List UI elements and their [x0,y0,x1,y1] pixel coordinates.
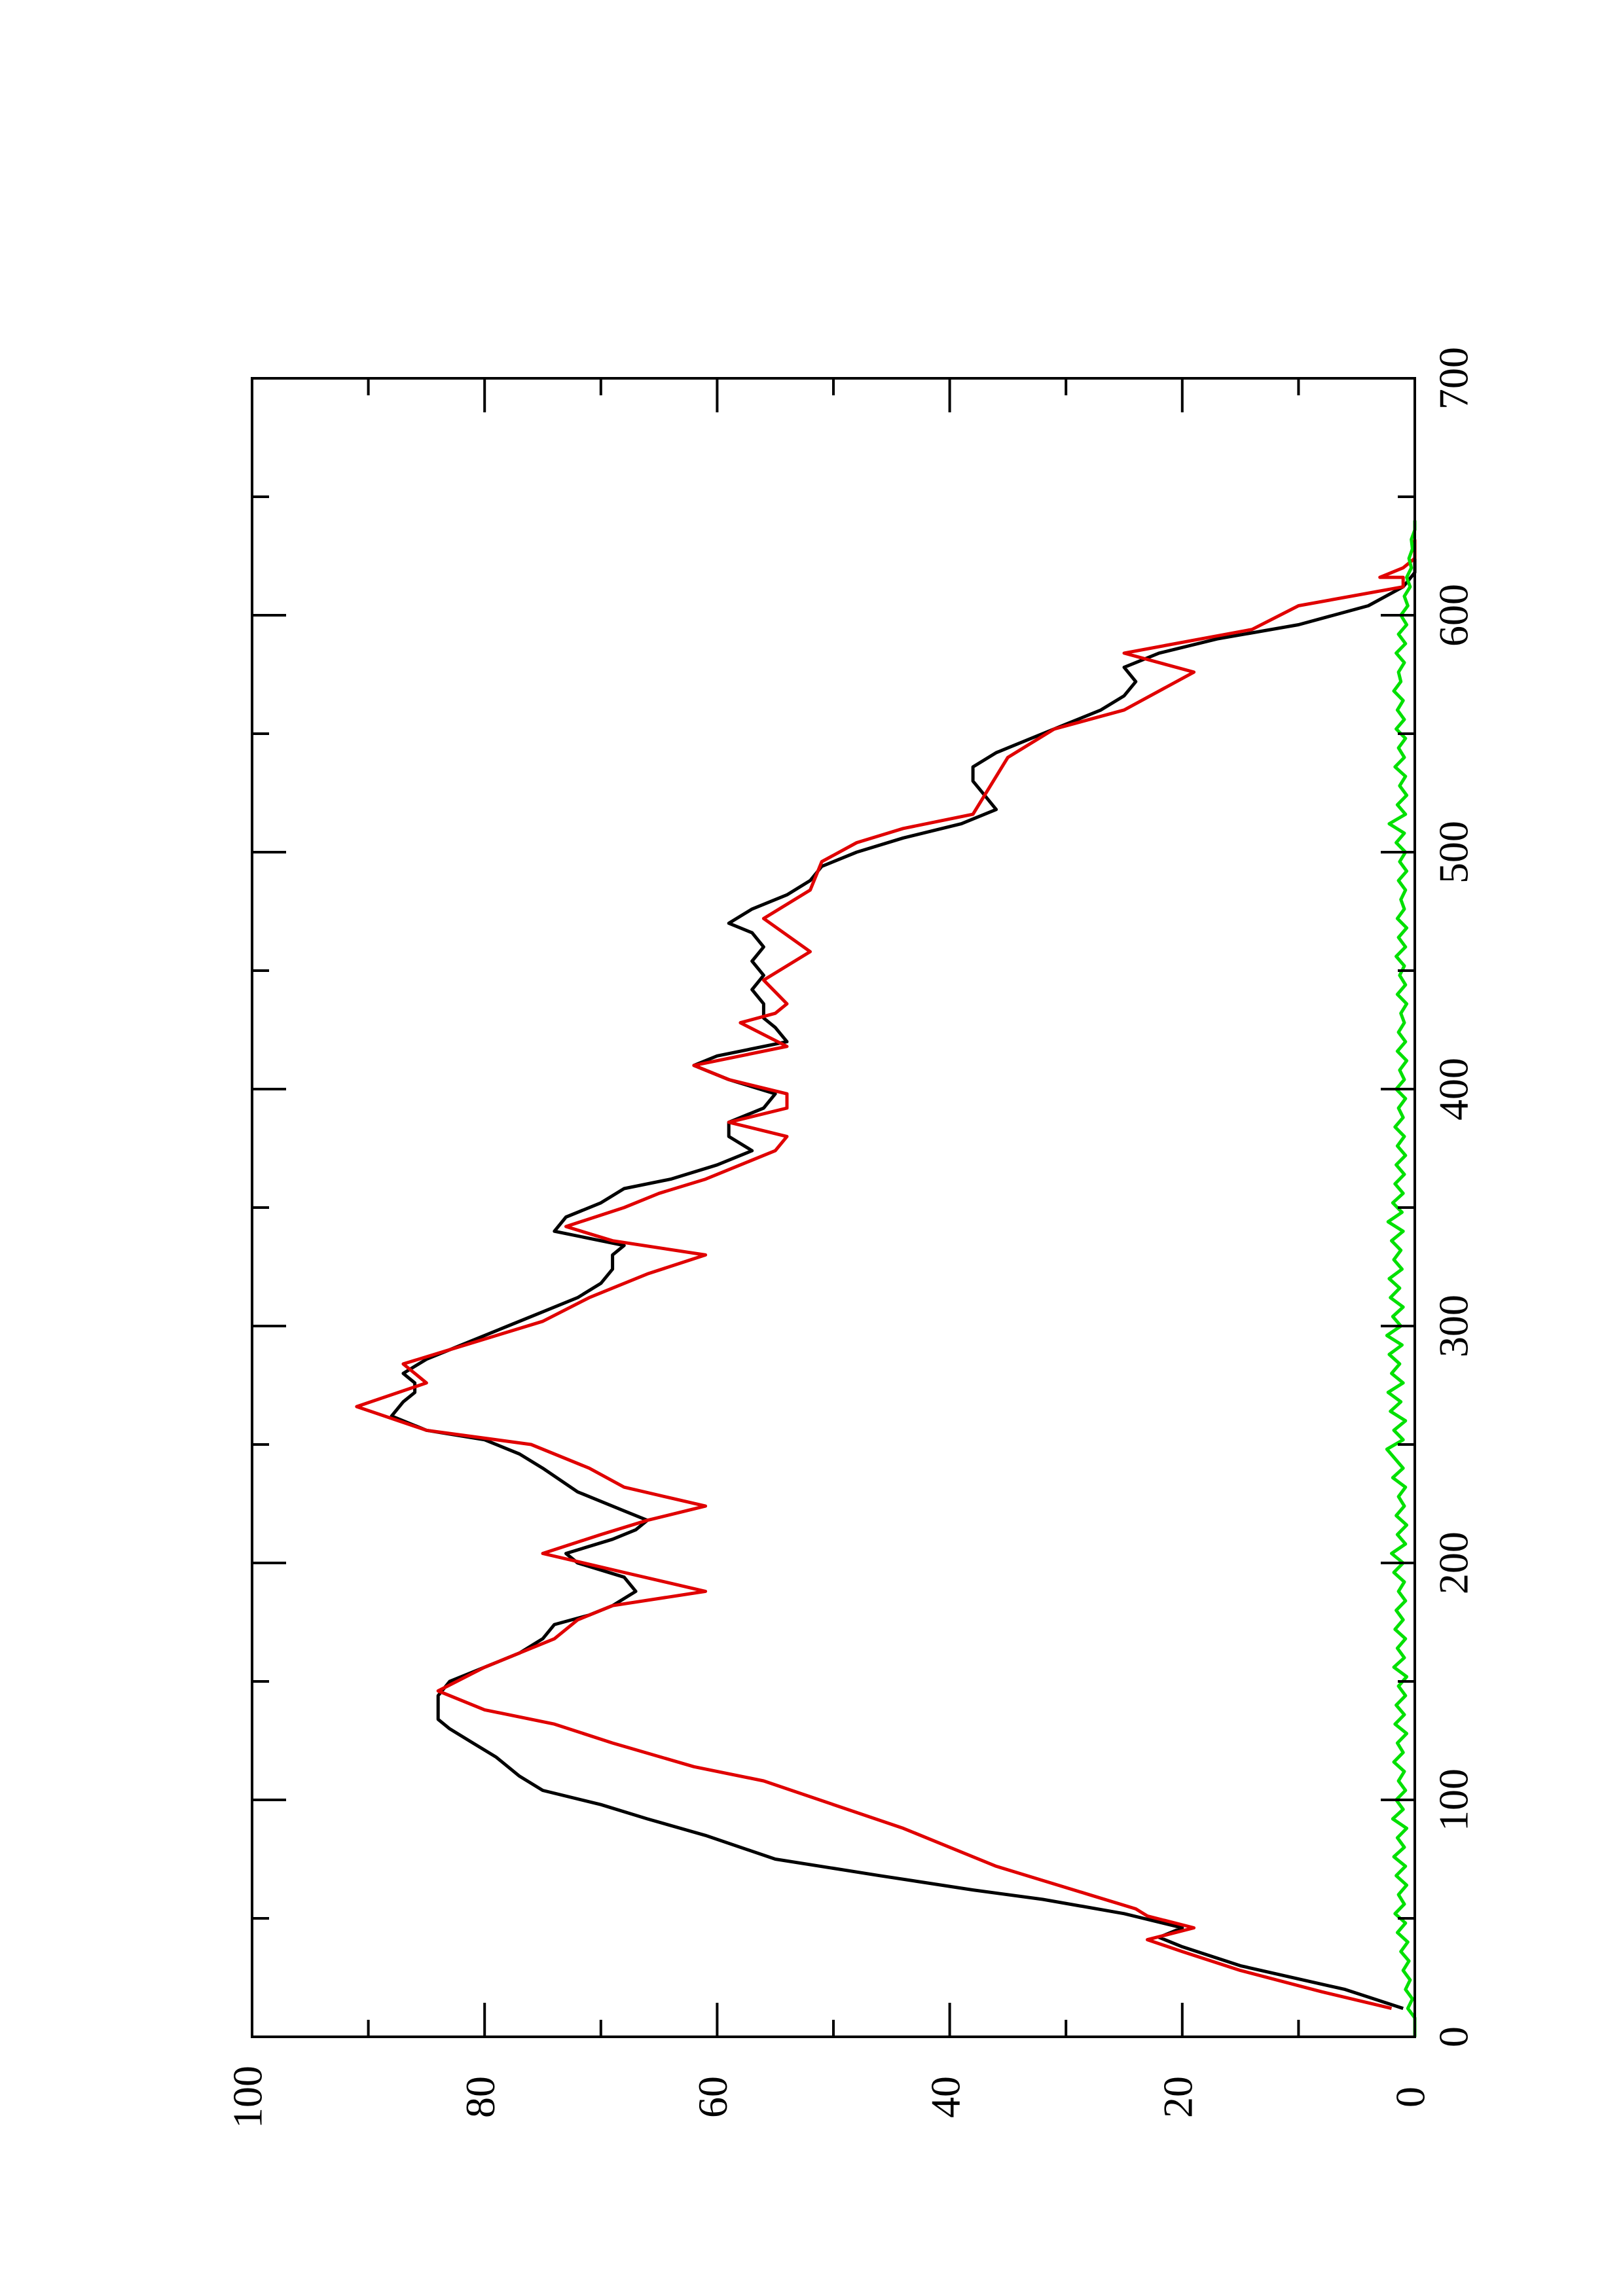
y-tick-label: 0 [1387,2087,1434,2108]
tick-labels: 0 100 200 300 400 500 600 700 0 20 40 60 80 100 [225,347,1477,2128]
x-tick-label: 200 [1431,1532,1477,1594]
x-tick-label: 600 [1431,584,1477,647]
series-line-3 [1385,520,1417,2037]
x-tick-label: 0 [1431,2026,1477,2047]
y-tick-label: 80 [457,2076,503,2118]
axis-ticks [251,377,1416,2038]
x-tick-label: 400 [1431,1058,1477,1121]
y-tick-label: 20 [1154,2076,1201,2118]
x-tick-label: 700 [1431,347,1477,410]
series-line-1 [390,544,1417,2010]
x-tick-label: 100 [1431,1768,1477,1831]
x-tick-label: 300 [1431,1295,1477,1357]
y-tick-label: 60 [689,2076,736,2118]
x-tick-label: 500 [1431,821,1477,884]
series-line-2 [355,539,1417,2011]
y-tick-label: 40 [922,2076,968,2118]
plot-frame [251,377,1416,2038]
y-tick-label: 100 [225,2066,271,2128]
plot-area [355,520,1417,2037]
